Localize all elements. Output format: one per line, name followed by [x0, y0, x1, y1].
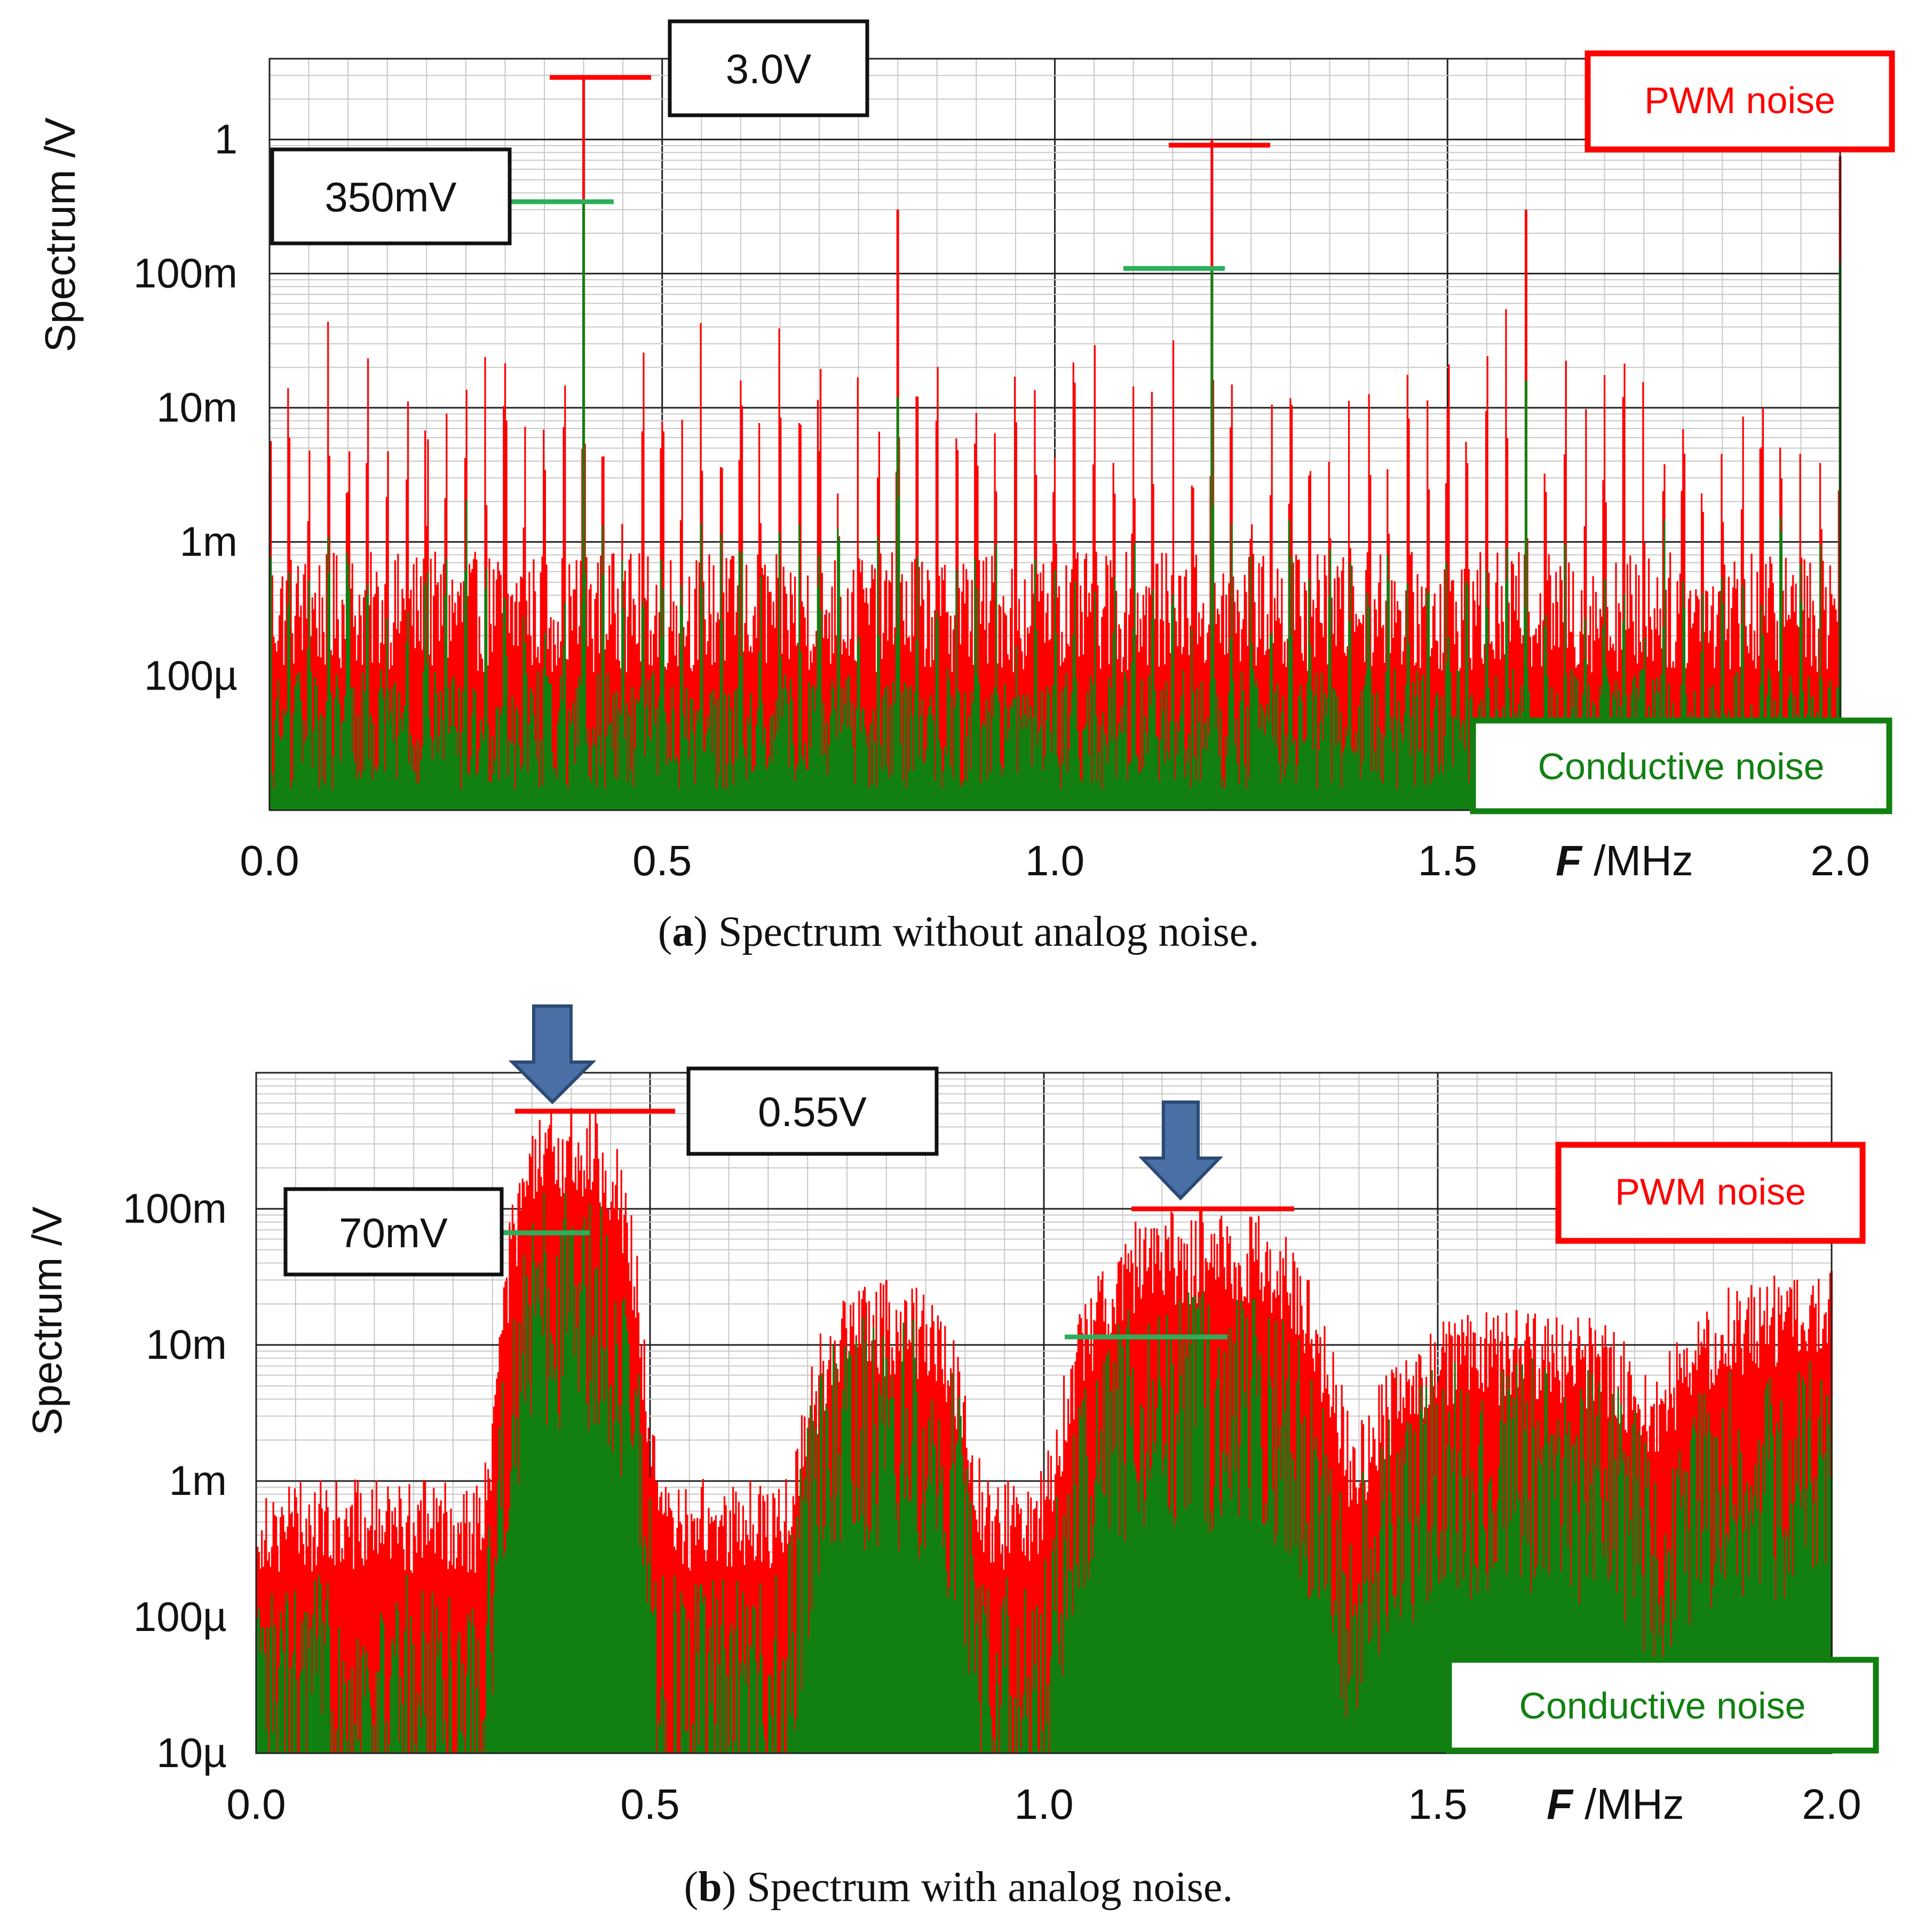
a-annotation-3v-text: 3.0V	[726, 45, 811, 92]
a-legend-pwm: PWM noise	[1585, 50, 1895, 153]
b-x-axis-unit: /MHz	[1573, 1780, 1684, 1828]
b-x-axis-var: F	[1547, 1780, 1574, 1828]
b-annotation-70mv: 70mV	[283, 1187, 504, 1277]
y-tick-label: 1m	[169, 1457, 227, 1504]
y-tick-label: 1m	[180, 518, 237, 565]
x-tick-label: 1.0	[1025, 837, 1084, 884]
y-tick-label: 10m	[146, 1321, 227, 1368]
b-x-axis-label: F /MHz	[1547, 1780, 1684, 1828]
a-legend-conductive-label: Conductive noise	[1538, 746, 1825, 787]
a-x-axis-unit: /MHz	[1582, 837, 1693, 884]
panel-b: 100m 10m 1m 100µ 10µ 0.0 0.5 1.0 1.5 2.0 Spectru…	[23, 1004, 1879, 1911]
b-caption-label: b	[698, 1864, 722, 1911]
y-tick-label: 100µ	[144, 652, 237, 699]
a-legend-pwm-label: PWM noise	[1644, 80, 1835, 121]
b-x-tick-labels: 0.0 0.5 1.0 1.5 2.0	[226, 1780, 1861, 1828]
b-peak-arrow	[508, 1004, 597, 1105]
a-annotation-350mv: 350mV	[270, 147, 512, 246]
b-legend-conductive-label: Conductive noise	[1519, 1685, 1806, 1727]
x-tick-label: 2.0	[1810, 837, 1870, 884]
a-y-axis-label: Spectrum /V	[36, 117, 84, 352]
b-legend-conductive: Conductive noise	[1446, 1657, 1879, 1754]
x-tick-label: 0.0	[240, 837, 299, 884]
y-tick-label: 100m	[133, 250, 237, 297]
a-annotation-350mv-text: 350mV	[324, 173, 456, 220]
b-plot-frame	[255, 1072, 1833, 1754]
y-tick-label: 10m	[156, 384, 237, 431]
b-caption-text: ) Spectrum with analog noise.	[722, 1864, 1233, 1911]
b-y-axis-label: Spectrum /V	[23, 1206, 70, 1435]
x-tick-label: 0.5	[620, 1780, 679, 1828]
y-tick-label: 1	[215, 115, 237, 162]
a-caption-label: a	[672, 908, 693, 955]
b-y-tick-labels: 100m 10m 1m 100µ 10µ	[123, 1185, 227, 1776]
panel-a: 1 100m 10m 1m 100µ 0.0 0.5 1.0 1.5 2.0 Spectrum …	[36, 19, 1895, 955]
b-legend-pwm: PWM noise	[1555, 1142, 1866, 1244]
y-tick-label: 100µ	[133, 1593, 227, 1640]
b-peak-arrow	[1138, 1100, 1224, 1201]
a-annotation-3v: 3.0V	[668, 19, 869, 117]
b-annotation-70mv-text: 70mV	[339, 1209, 448, 1256]
b-legend-pwm-label: PWM noise	[1615, 1171, 1806, 1213]
a-plot-frame	[268, 58, 1841, 811]
a-x-axis-label: F /MHz	[1556, 837, 1693, 884]
y-tick-label: 10µ	[156, 1729, 227, 1776]
x-tick-label: 0.0	[226, 1780, 286, 1828]
a-x-tick-labels: 0.0 0.5 1.0 1.5 2.0	[240, 837, 1870, 884]
b-annotation-055v-text: 0.55V	[758, 1088, 867, 1135]
x-tick-label: 2.0	[1802, 1780, 1861, 1828]
b-caption: (b) Spectrum with analog noise.	[684, 1864, 1233, 1911]
y-tick-label: 100m	[123, 1185, 227, 1232]
a-x-axis-var: F	[1556, 837, 1583, 884]
b-annotation-055v: 0.55V	[686, 1066, 939, 1156]
x-tick-label: 0.5	[632, 837, 692, 884]
a-legend-conductive: Conductive noise	[1470, 717, 1892, 814]
a-y-tick-labels: 1 100m 10m 1m 100µ	[133, 115, 237, 699]
x-tick-label: 1.5	[1408, 1780, 1467, 1828]
x-tick-label: 1.0	[1014, 1780, 1073, 1828]
x-tick-label: 1.5	[1418, 837, 1477, 884]
a-caption: (a) Spectrum without analog noise.	[658, 908, 1259, 955]
a-caption-text: ) Spectrum without analog noise.	[693, 908, 1259, 955]
